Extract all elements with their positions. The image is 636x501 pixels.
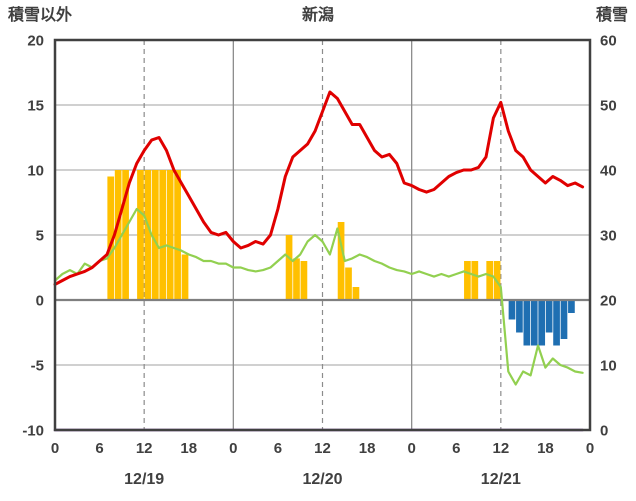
hour-tick-label: 12 [492,440,509,457]
precip-bar [337,222,345,300]
negative-bar [508,300,516,320]
hour-tick-label: 18 [180,440,197,457]
negative-bar [516,300,523,333]
right-tick-label: 10 [600,358,617,375]
precip-bar [181,254,189,300]
negative-bar [530,300,538,346]
negative-bar [545,300,553,333]
right-tick-label: 20 [600,293,617,310]
negative-bar [568,300,575,313]
left-tick-label: 10 [27,163,44,180]
secondary-line-series [53,207,584,386]
precip-bar [471,261,479,300]
day-label: 12/20 [302,471,342,488]
precip-bar [345,267,352,300]
precip-bar [166,170,174,300]
hour-tick-label-end: 0 [586,440,594,457]
precip-bars-series [107,170,501,300]
left-axis-title: 積雪以外 [7,5,72,24]
precip-bar [464,261,471,300]
left-tick-label: 0 [36,293,44,310]
secondary-line [53,207,584,386]
hour-tick-label: 18 [359,440,376,457]
right-axis-title: 積雪 [595,5,628,24]
precip-bar [300,261,308,300]
precip-bar [151,170,159,300]
precip-bar [137,170,144,300]
day-labels: 12/19 12/20 12/21 [124,471,521,488]
right-tick-label: 0 [600,423,608,440]
precip-bar [352,287,360,300]
hour-tick-label: 12 [314,440,331,457]
temperature-line-series [53,90,585,286]
right-tick-label: 30 [600,228,617,245]
day-label: 12/19 [124,471,164,488]
left-tick-label: 20 [27,33,44,50]
hour-tick-label: 18 [537,440,554,457]
hour-tick-label: 6 [95,440,103,457]
precip-bar [122,170,129,300]
temperature-line [53,90,585,286]
hour-tick-labels: 0 6 12 18 0 6 12 18 0 6 12 18 0 [51,440,594,457]
precip-bar [159,170,167,300]
hour-tick-label: 6 [274,440,282,457]
precip-bar [107,176,115,300]
right-tick-label: 40 [600,163,617,180]
precip-bar [114,170,122,300]
plot-frame [53,38,592,432]
chart-title: 新潟 [302,5,334,24]
precip-bar [144,170,152,300]
negative-bars-series [508,300,575,346]
precip-bar [293,258,300,300]
right-axis-ticks: 60 50 40 30 20 10 0 [600,33,617,440]
precip-bar [486,261,494,300]
day-label: 12/21 [481,471,521,488]
left-tick-label: 15 [27,98,44,115]
left-tick-label: -5 [31,358,44,375]
gridlines [55,40,590,430]
negative-bar [553,300,560,346]
hour-tick-label: 12 [136,440,153,457]
right-tick-label: 50 [600,98,617,115]
left-axis-ticks: 20 15 10 5 0 -5 -10 [22,33,44,440]
right-tick-label: 60 [600,33,617,50]
precip-bar [285,235,293,300]
negative-bar [560,300,568,339]
negative-bar [538,300,546,346]
hour-tick-label: 6 [452,440,460,457]
left-tick-label: -10 [22,423,44,440]
hour-tick-label: 0 [229,440,237,457]
hour-tick-label: 0 [51,440,59,457]
negative-bar [523,300,531,346]
precip-bar [174,170,181,300]
left-tick-label: 5 [36,228,44,245]
hour-tick-label: 0 [407,440,415,457]
